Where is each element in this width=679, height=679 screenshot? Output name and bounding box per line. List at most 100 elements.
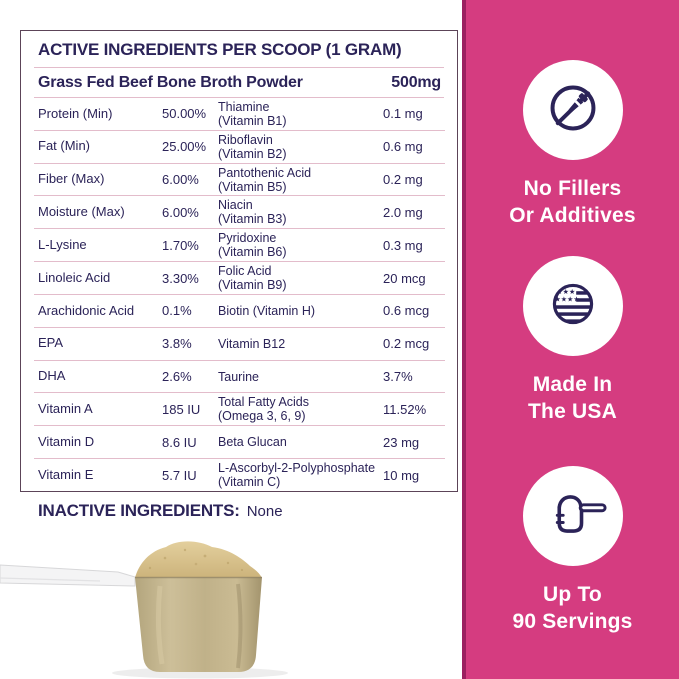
table-row: Taurine 3.7% xyxy=(214,361,445,394)
ingredients-column-left: Protein (Min) 50.00% Fat (Min) 25.00% Fiber … xyxy=(21,98,214,491)
ingredient-name: L-Lysine xyxy=(38,236,87,252)
badge-no-fillers: No Fillers Or Additives xyxy=(466,60,679,230)
ingredient-value: 23 mg xyxy=(383,434,420,450)
subheader-label: Grass Fed Beef Bone Broth Powder xyxy=(38,74,303,91)
table-row: Pyridoxine (Vitamin B6) 0.3 mg xyxy=(214,229,445,263)
badge-label: Made In The USA xyxy=(528,373,617,424)
ingredient-value: 0.6 mg xyxy=(383,139,423,155)
ingredient-name: Thiamine (Vitamin B1) xyxy=(218,99,287,128)
inactive-ingredients-value: None xyxy=(246,503,283,520)
ingredient-value: 3.7% xyxy=(383,369,413,385)
divider xyxy=(34,97,444,98)
table-row: Total Fatty Acids (Omega 3, 6, 9) 11.52% xyxy=(214,393,445,427)
badge-label: Up To 90 Servings xyxy=(512,583,633,634)
table-row: Protein (Min) 50.00% xyxy=(34,98,214,131)
badge-servings: Up To 90 Servings xyxy=(466,466,679,636)
active-ingredients-panel: ACTIVE INGREDIENTS PER SCOOP (1 GRAM) Gr… xyxy=(20,30,458,492)
inactive-ingredients-line: INACTIVE INGREDIENTS: None xyxy=(38,501,283,521)
ingredient-value: 2.6% xyxy=(162,369,192,385)
ingredient-value: 25.00% xyxy=(162,139,207,155)
ingredient-value: 0.6 mcg xyxy=(383,303,430,319)
ingredient-value: 3.8% xyxy=(162,336,192,352)
svg-text:★★★: ★★★ xyxy=(556,286,575,295)
table-row: Moisture (Max) 6.00% xyxy=(34,196,214,230)
ingredient-value: 50.00% xyxy=(162,106,207,122)
benefits-sidebar: No Fillers Or Additives ★★★ ★★★★ xyxy=(462,0,679,679)
table-row: Thiamine (Vitamin B1) 0.1 mg xyxy=(214,98,445,131)
ingredient-name: Linoleic Acid xyxy=(38,269,111,285)
ingredient-value: 0.2 mcg xyxy=(383,336,430,352)
ingredient-value: 3.30% xyxy=(162,270,199,286)
table-row: Vitamin E 5.7 IU xyxy=(34,459,214,491)
ingredient-name: EPA xyxy=(38,335,64,351)
scoop-icon xyxy=(537,485,609,548)
ingredient-value: 10 mg xyxy=(383,467,420,483)
ingredient-name: Vitamin D xyxy=(38,433,95,449)
ingredient-value: 0.2 mg xyxy=(383,172,423,188)
ingredient-name: Vitamin E xyxy=(38,466,94,482)
ingredient-value: 11.52% xyxy=(383,401,427,417)
table-row: Vitamin D 8.6 IU xyxy=(34,426,214,460)
ingredient-name: Vitamin B12 xyxy=(218,336,286,351)
ingredient-value: 0.1 mg xyxy=(383,106,423,122)
table-row: DHA 2.6% xyxy=(34,361,214,394)
inactive-ingredients-label: INACTIVE INGREDIENTS: xyxy=(38,501,240,520)
ingredient-value: 6.00% xyxy=(162,172,199,188)
ingredient-name: Total Fatty Acids (Omega 3, 6, 9) xyxy=(218,395,310,424)
ingredient-name: Moisture (Max) xyxy=(38,204,125,220)
ingredients-column-right: Thiamine (Vitamin B1) 0.1 mg Riboflavin (V… xyxy=(214,98,457,491)
ingredient-name: Fat (Min) xyxy=(38,138,90,154)
svg-text:★★★★: ★★★★ xyxy=(554,294,579,303)
table-row: Niacin (Vitamin B3) 2.0 mg xyxy=(214,196,445,230)
ingredients-columns: Protein (Min) 50.00% Fat (Min) 25.00% Fiber … xyxy=(21,98,457,491)
table-row: Fiber (Max) 6.00% xyxy=(34,164,214,197)
table-row: Beta Glucan 23 mg xyxy=(214,426,445,460)
table-row: Riboflavin (Vitamin B2) 0.6 mg xyxy=(214,131,445,164)
table-row: Fat (Min) 25.00% xyxy=(34,131,214,164)
table-row: EPA 3.8% xyxy=(34,328,214,361)
ingredient-value: 2.0 mg xyxy=(383,204,423,220)
ingredient-value: 1.70% xyxy=(162,237,199,253)
ingredient-name: Arachidonic Acid xyxy=(38,302,135,318)
table-row: Vitamin B12 0.2 mcg xyxy=(214,328,445,361)
table-row: Arachidonic Acid 0.1% xyxy=(34,295,214,328)
ingredient-name: DHA xyxy=(38,368,66,384)
badge-circle xyxy=(522,466,623,566)
subheader-row: Grass Fed Beef Bone Broth Powder 500mg xyxy=(21,68,457,97)
table-row: L-Ascorbyl-2-Polyphosphate (Vitamin C) 10… xyxy=(214,459,445,491)
scoop-of-powder-photo xyxy=(0,541,288,679)
ingredient-value: 20 mcg xyxy=(383,270,426,286)
ingredient-value: 0.1% xyxy=(162,303,192,319)
subheader-value: 500mg xyxy=(391,74,441,91)
ingredient-name: Beta Glucan xyxy=(218,435,287,450)
ingredient-name: Pyridoxine (Vitamin B6) xyxy=(218,231,287,260)
table-row: L-Lysine 1.70% xyxy=(34,229,214,263)
table-row: Biotin (Vitamin H) 0.6 mcg xyxy=(214,295,445,328)
badge-made-in-usa: ★★★ ★★★★ Made In The USA xyxy=(466,256,679,426)
badge-circle: ★★★ ★★★★ xyxy=(522,256,623,356)
ingredient-name: L-Ascorbyl-2-Polyphosphate (Vitamin C) xyxy=(218,461,376,490)
ingredient-value: 5.7 IU xyxy=(162,467,197,483)
ingredient-name: Folic Acid (Vitamin B9) xyxy=(218,264,287,293)
ingredient-name: Taurine xyxy=(218,369,259,384)
table-row: Pantothenic Acid (Vitamin B5) 0.2 mg xyxy=(214,164,445,197)
ingredient-value: 0.3 mg xyxy=(383,237,423,253)
ingredient-name: Niacin (Vitamin B3) xyxy=(218,198,287,227)
panel-title: ACTIVE INGREDIENTS PER SCOOP (1 GRAM) xyxy=(38,40,402,59)
table-row: Vitamin A 185 IU xyxy=(34,393,214,427)
divider xyxy=(34,67,444,68)
usa-flag-icon: ★★★ ★★★★ xyxy=(541,272,605,341)
ingredient-value: 185 IU xyxy=(162,401,201,417)
ingredient-name: Riboflavin (Vitamin B2) xyxy=(218,132,287,161)
table-row: Folic Acid (Vitamin B9) 20 mcg xyxy=(214,262,445,295)
ingredient-value: 6.00% xyxy=(162,204,199,220)
ingredient-name: Pantothenic Acid (Vitamin B5) xyxy=(218,165,312,194)
ingredient-value: 8.6 IU xyxy=(162,434,197,450)
ingredient-name: Protein (Min) xyxy=(38,105,113,121)
badge-label: No Fillers Or Additives xyxy=(509,177,636,228)
badge-circle xyxy=(522,60,623,160)
ingredient-name: Vitamin A xyxy=(38,401,93,417)
table-row: Linoleic Acid 3.30% xyxy=(34,262,214,295)
no-additives-dropper-icon xyxy=(540,75,606,146)
ingredient-name: Fiber (Max) xyxy=(38,171,105,187)
